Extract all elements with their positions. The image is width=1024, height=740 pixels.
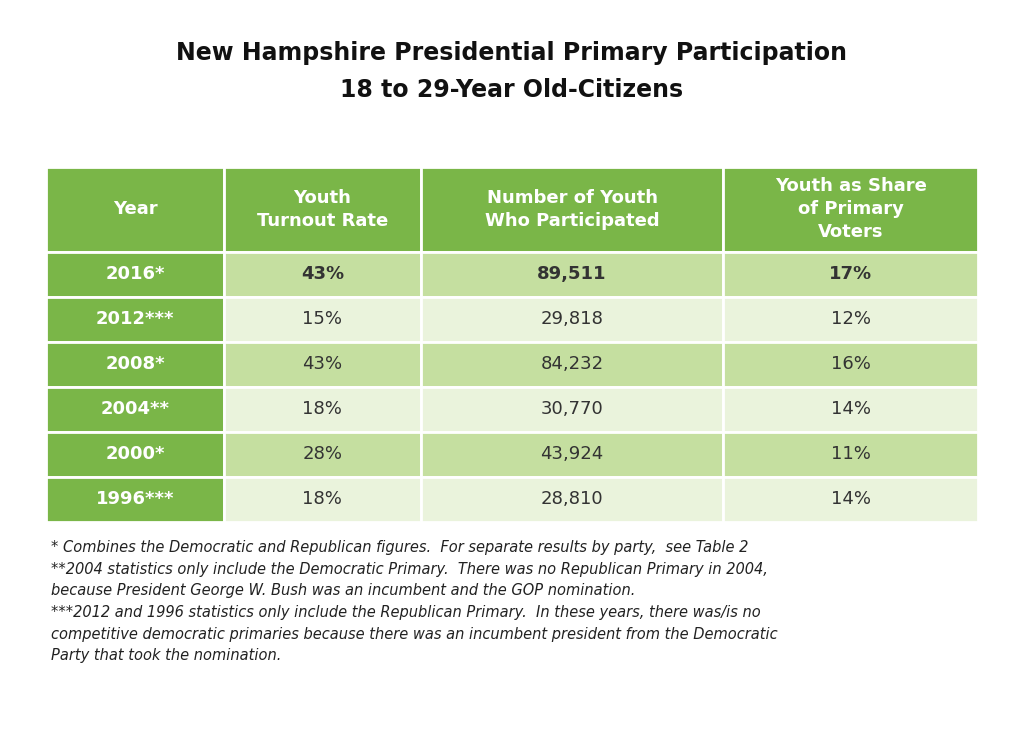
FancyBboxPatch shape: [723, 166, 978, 252]
FancyBboxPatch shape: [46, 342, 224, 387]
FancyBboxPatch shape: [224, 431, 421, 477]
Text: 12%: 12%: [830, 310, 870, 329]
FancyBboxPatch shape: [421, 166, 723, 252]
FancyBboxPatch shape: [421, 342, 723, 387]
FancyBboxPatch shape: [723, 252, 978, 297]
FancyBboxPatch shape: [224, 342, 421, 387]
Text: 84,232: 84,232: [541, 355, 603, 373]
FancyBboxPatch shape: [723, 477, 978, 522]
FancyBboxPatch shape: [224, 477, 421, 522]
FancyBboxPatch shape: [46, 431, 224, 477]
FancyBboxPatch shape: [421, 297, 723, 342]
FancyBboxPatch shape: [46, 252, 224, 297]
Text: 14%: 14%: [830, 400, 870, 418]
Text: 2000*: 2000*: [105, 445, 165, 463]
Text: Youth as Share
of Primary
Voters: Youth as Share of Primary Voters: [775, 177, 927, 241]
Text: 18%: 18%: [302, 400, 342, 418]
FancyBboxPatch shape: [421, 431, 723, 477]
Text: 2004**: 2004**: [100, 400, 169, 418]
FancyBboxPatch shape: [421, 477, 723, 522]
FancyBboxPatch shape: [224, 387, 421, 431]
Text: 14%: 14%: [830, 490, 870, 508]
Text: New Hampshire Presidential Primary Participation: New Hampshire Presidential Primary Parti…: [176, 41, 848, 64]
Text: 28%: 28%: [302, 445, 342, 463]
FancyBboxPatch shape: [224, 297, 421, 342]
FancyBboxPatch shape: [46, 477, 224, 522]
FancyBboxPatch shape: [46, 387, 224, 431]
Text: 28,810: 28,810: [541, 490, 603, 508]
Text: 2008*: 2008*: [105, 355, 165, 373]
Text: 43%: 43%: [301, 265, 344, 283]
FancyBboxPatch shape: [723, 387, 978, 431]
FancyBboxPatch shape: [421, 252, 723, 297]
FancyBboxPatch shape: [723, 297, 978, 342]
Text: 11%: 11%: [830, 445, 870, 463]
Text: 18%: 18%: [302, 490, 342, 508]
Text: 17%: 17%: [829, 265, 872, 283]
Text: 30,770: 30,770: [541, 400, 603, 418]
Text: 18 to 29-Year Old-Citizens: 18 to 29-Year Old-Citizens: [340, 78, 684, 101]
Text: * Combines the Democratic and Republican figures.  For separate results by party: * Combines the Democratic and Republican…: [51, 540, 778, 663]
FancyBboxPatch shape: [224, 252, 421, 297]
FancyBboxPatch shape: [421, 387, 723, 431]
Text: 15%: 15%: [302, 310, 342, 329]
FancyBboxPatch shape: [46, 166, 224, 252]
Text: 29,818: 29,818: [541, 310, 603, 329]
Text: 1996***: 1996***: [95, 490, 174, 508]
Text: 43,924: 43,924: [541, 445, 604, 463]
Text: 89,511: 89,511: [538, 265, 607, 283]
FancyBboxPatch shape: [723, 431, 978, 477]
Text: 2012***: 2012***: [95, 310, 174, 329]
Text: 2016*: 2016*: [105, 265, 165, 283]
Text: 16%: 16%: [830, 355, 870, 373]
Text: 43%: 43%: [302, 355, 342, 373]
Text: Year: Year: [113, 200, 158, 218]
Text: Youth
Turnout Rate: Youth Turnout Rate: [257, 189, 388, 229]
FancyBboxPatch shape: [224, 166, 421, 252]
Text: Number of Youth
Who Participated: Number of Youth Who Participated: [484, 189, 659, 229]
FancyBboxPatch shape: [46, 297, 224, 342]
FancyBboxPatch shape: [723, 342, 978, 387]
